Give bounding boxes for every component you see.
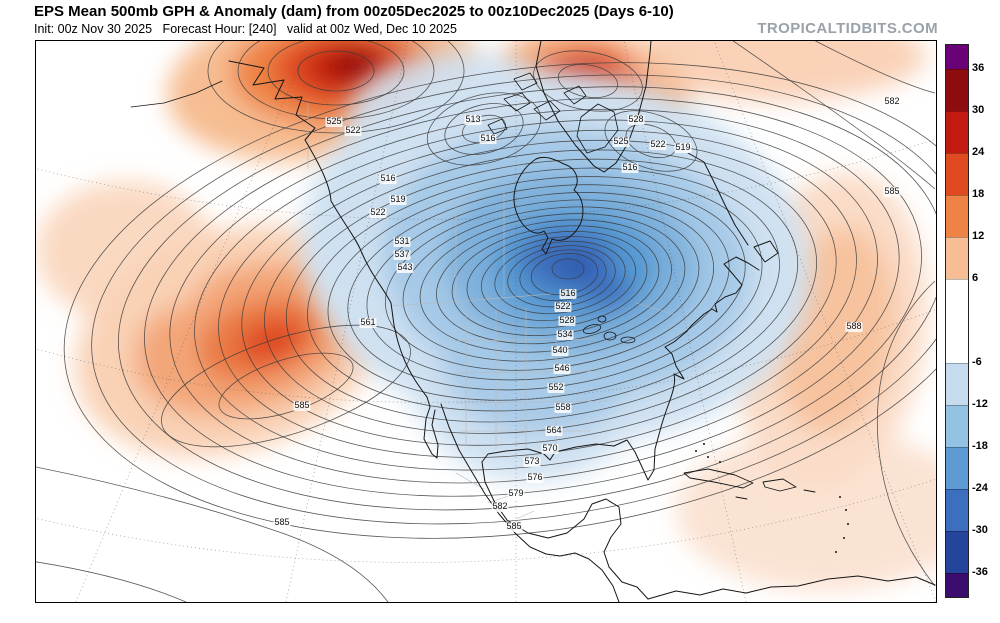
colorbar-segment bbox=[946, 404, 968, 447]
map-panel: 525 522 513 516 528 525 522 519 516 582 585 588 516 5… bbox=[35, 40, 937, 603]
anomaly-colorbar bbox=[945, 44, 969, 598]
state-borders bbox=[307, 103, 677, 520]
height-contour bbox=[494, 240, 626, 314]
colorbar-segment bbox=[946, 68, 968, 111]
height-contours-secondary bbox=[36, 41, 936, 602]
colorbar-segment bbox=[946, 194, 968, 237]
height-contour bbox=[285, 158, 799, 423]
colorbar-segment bbox=[946, 446, 968, 489]
colorbar-segment bbox=[946, 530, 968, 573]
colorbar-tick-label: -24 bbox=[972, 481, 988, 494]
height-contour bbox=[436, 219, 672, 345]
height-contour bbox=[466, 230, 648, 329]
graticule-lines bbox=[36, 41, 936, 602]
colorbar-tick-label: -36 bbox=[972, 565, 988, 578]
height-contour bbox=[63, 62, 936, 539]
site-watermark: TROPICALTIDBITS.COM bbox=[757, 20, 938, 37]
colorbar-segment bbox=[946, 488, 968, 531]
height-contour bbox=[519, 249, 607, 302]
colorbar-tick-label: 18 bbox=[972, 187, 985, 200]
colorbar-tick-label: -18 bbox=[972, 439, 988, 452]
colorbar-segment bbox=[946, 110, 968, 153]
colorbar-tick-label: -6 bbox=[972, 355, 982, 368]
height-contour bbox=[118, 86, 936, 511]
coastlines bbox=[130, 41, 936, 602]
height-contour bbox=[194, 119, 878, 471]
chart-subtitle: Init: 00z Nov 30 2025 Forecast Hour: [24… bbox=[34, 21, 457, 36]
colorbar-tick-label: 12 bbox=[972, 229, 985, 242]
colorbar-segment bbox=[946, 362, 968, 405]
negative-anomaly-shading bbox=[302, 51, 810, 481]
colorbar-tick-label: 24 bbox=[972, 145, 985, 158]
height-contour bbox=[91, 74, 936, 525]
colorbar-tick-label: -30 bbox=[972, 523, 988, 536]
height-contour bbox=[402, 206, 700, 362]
colorbar-segment bbox=[946, 278, 968, 363]
colorbar-tick-label: 30 bbox=[972, 103, 985, 116]
colorbar-segment bbox=[946, 45, 968, 69]
colorbar-tick-label: -12 bbox=[972, 397, 988, 410]
colorbar-segment bbox=[946, 236, 968, 279]
chart-title: EPS Mean 500mb GPH & Anomaly (dam) from … bbox=[34, 3, 674, 20]
height-contour bbox=[144, 97, 922, 497]
height-contour bbox=[169, 108, 900, 484]
colorbar-tick-label: 36 bbox=[972, 61, 985, 74]
colorbar-segment bbox=[946, 152, 968, 195]
colorbar-segment bbox=[946, 572, 968, 597]
height-contour bbox=[241, 139, 837, 446]
colorbar-tick-label: 6 bbox=[972, 271, 979, 284]
weather-map-svg bbox=[36, 41, 936, 602]
